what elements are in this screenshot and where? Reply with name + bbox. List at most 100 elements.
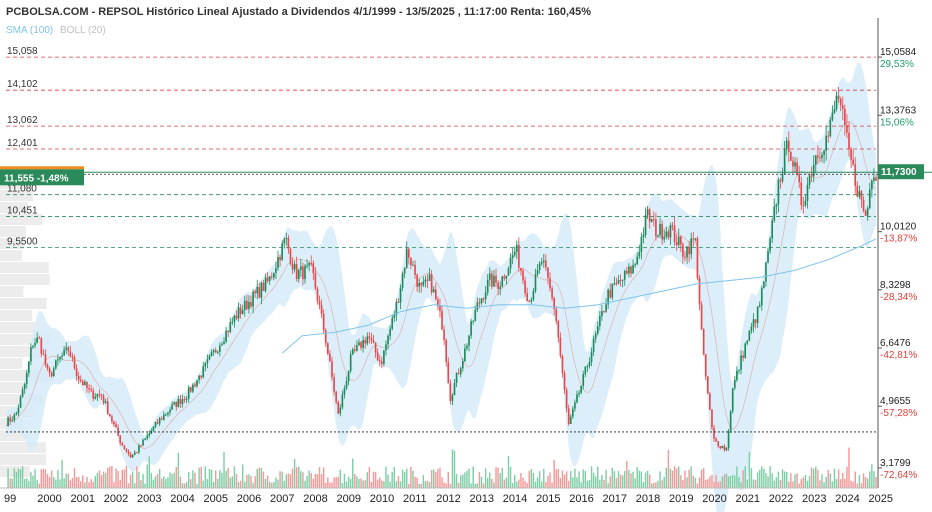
volume-bar	[530, 468, 533, 488]
candle-body	[758, 305, 761, 307]
volume-bar	[304, 480, 306, 488]
candle-body	[584, 366, 587, 375]
volume-bar	[605, 469, 607, 488]
candle-body	[596, 326, 599, 334]
volume-bar	[275, 477, 277, 488]
volume-bar	[852, 481, 854, 488]
volume-bar	[540, 481, 543, 488]
volume-bar	[584, 470, 587, 488]
candle-body	[777, 179, 780, 205]
volume-bar	[306, 476, 308, 488]
volume-bar	[356, 476, 358, 488]
volume-bar	[77, 476, 80, 488]
candle-body	[171, 404, 173, 410]
candle-body	[565, 389, 568, 409]
candle-body	[216, 351, 219, 353]
volume-bar	[727, 476, 730, 488]
x-tick-label: 2005	[204, 493, 228, 505]
candle-body	[264, 277, 267, 291]
volume-bar	[698, 477, 701, 488]
candle-body	[362, 340, 364, 348]
volume-bar	[553, 459, 555, 488]
x-tick-label: 2009	[337, 493, 361, 505]
candle-body	[679, 236, 682, 245]
x-tick-label: 2018	[636, 493, 660, 505]
candle-body	[364, 340, 367, 344]
volume-bar	[312, 478, 315, 488]
volume-bar	[310, 472, 312, 488]
volume-bar	[200, 466, 202, 488]
volume-bar	[734, 475, 736, 488]
candle-body	[233, 315, 236, 322]
candle-body	[451, 395, 454, 401]
candle-body	[482, 298, 485, 300]
volume-bar	[343, 473, 346, 488]
candle-body	[802, 205, 805, 207]
candle-body	[277, 257, 279, 268]
candle-body	[700, 304, 703, 330]
candle-body	[322, 313, 325, 331]
candle-body	[250, 301, 252, 307]
volume-bar	[67, 473, 70, 488]
volume-bar	[11, 478, 13, 488]
candle-body	[106, 401, 109, 414]
volume-bar	[75, 476, 78, 488]
volume-bar	[387, 474, 389, 488]
volume-bar	[214, 470, 217, 488]
candle-body	[142, 439, 144, 446]
volume-bar	[69, 480, 72, 488]
candle-body	[667, 231, 670, 238]
volume-bar	[198, 467, 200, 488]
candle-body	[260, 282, 263, 298]
volume-bar	[715, 475, 717, 488]
volume-bar	[250, 476, 252, 488]
volume-bar	[300, 471, 302, 488]
volume-bar	[723, 474, 726, 488]
candle-body	[534, 274, 537, 292]
volume-bar	[13, 468, 16, 488]
volume-bar	[107, 467, 109, 488]
volume-bar	[796, 473, 798, 488]
volume-bar	[192, 470, 194, 488]
candle-body	[88, 388, 90, 390]
candle-body	[547, 267, 549, 279]
candle-body	[599, 316, 601, 327]
candle-body	[594, 333, 597, 339]
candle-body	[92, 390, 95, 399]
volume-bar	[113, 482, 115, 488]
candle-body	[75, 368, 78, 376]
candle-body	[650, 219, 653, 222]
volume-bar	[117, 470, 119, 488]
volume-bar	[32, 475, 34, 488]
volume-bar	[376, 479, 379, 488]
volume-bar	[335, 476, 337, 488]
candle-body	[559, 337, 562, 356]
candle-body	[588, 362, 591, 367]
x-tick-label: 2024	[835, 493, 859, 505]
volume-bar	[437, 468, 439, 488]
candle-body	[538, 263, 541, 271]
volume-bar	[408, 483, 410, 488]
candle-body	[187, 387, 190, 399]
volume-bar	[337, 476, 339, 488]
volume-bar	[761, 466, 763, 488]
candle-body	[387, 335, 389, 345]
candle-body	[324, 330, 327, 344]
volume-bar	[140, 480, 142, 488]
volume-bar	[736, 466, 738, 488]
volume-bar	[86, 476, 88, 488]
volume-bar	[746, 479, 748, 488]
x-tick-label: 2022	[769, 493, 793, 505]
volume-bar	[574, 468, 576, 488]
candle-body	[675, 241, 678, 245]
candle-body	[385, 344, 387, 351]
legend-boll[interactable]: BOLL (20)	[60, 25, 106, 36]
volume-bar	[636, 467, 638, 488]
volume-bar	[497, 467, 499, 488]
candle-body	[827, 135, 830, 137]
volume-bar	[181, 483, 184, 488]
legend-sma[interactable]: SMA (100)	[6, 25, 53, 36]
candle-body	[790, 151, 792, 161]
candle-body	[293, 264, 296, 270]
